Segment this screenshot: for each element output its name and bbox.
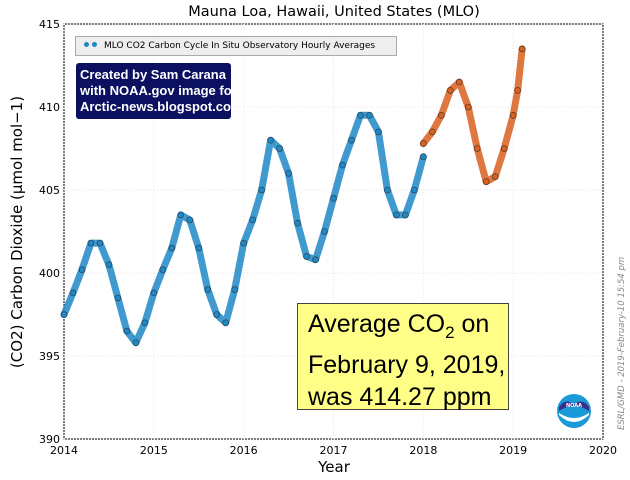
data-point bbox=[393, 211, 400, 219]
credit-line: Created by Sam Carana bbox=[80, 67, 226, 82]
data-point bbox=[491, 173, 499, 181]
legend-marker bbox=[92, 42, 97, 47]
x-tick-label: 2020 bbox=[589, 444, 617, 457]
callout-subscript: 2 bbox=[445, 323, 455, 342]
data-point bbox=[285, 170, 292, 177]
data-point bbox=[267, 136, 274, 144]
data-point bbox=[78, 266, 86, 273]
data-point bbox=[96, 239, 104, 247]
data-point bbox=[222, 319, 229, 327]
data-point bbox=[518, 45, 526, 53]
noaa-logo-icon: NOAA bbox=[557, 394, 591, 428]
data-point bbox=[455, 78, 463, 86]
y-tick-label: 405 bbox=[39, 184, 60, 197]
data-point bbox=[195, 244, 203, 252]
data-point bbox=[446, 87, 454, 94]
callout-line-1: Average CO2 on bbox=[308, 308, 508, 349]
y-tick-label: 400 bbox=[39, 267, 60, 280]
data-point bbox=[420, 153, 427, 161]
data-point bbox=[60, 311, 68, 318]
data-point bbox=[249, 216, 256, 224]
data-point bbox=[186, 216, 194, 224]
x-axis-label: Year bbox=[317, 458, 351, 476]
data-points bbox=[60, 45, 526, 347]
data-point bbox=[150, 289, 158, 297]
x-tick-label: 2015 bbox=[140, 444, 168, 457]
x-tick-label: 2017 bbox=[320, 444, 348, 457]
data-point bbox=[357, 112, 364, 119]
data-point bbox=[437, 112, 445, 119]
x-tick-label: 2016 bbox=[230, 444, 258, 457]
data-point bbox=[330, 195, 337, 202]
data-point bbox=[159, 266, 167, 273]
data-point bbox=[204, 286, 212, 293]
y-tick-label: 415 bbox=[39, 18, 60, 31]
credit-line: Arctic-news.blogspot.com bbox=[80, 99, 243, 114]
data-point bbox=[168, 244, 176, 252]
callout-suffix: on bbox=[454, 310, 490, 338]
credit-line: with NOAA.gov image for bbox=[80, 83, 237, 98]
data-point bbox=[514, 87, 521, 94]
data-point bbox=[420, 140, 427, 147]
chart-title: Mauna Loa, Hawaii, United States (MLO) bbox=[188, 4, 479, 20]
data-point bbox=[482, 178, 490, 185]
legend-label: MLO CO2 Carbon Cycle In Situ Observatory… bbox=[104, 41, 376, 51]
data-point bbox=[366, 112, 373, 119]
y-tick-label: 410 bbox=[39, 101, 60, 114]
axis-ticks: 2014 2015 2016 2017 2018 2019 2020 390 395 400 405… bbox=[39, 18, 617, 457]
data-point bbox=[348, 136, 355, 144]
y-axis-label: (CO2) Carbon Dioxide (µmol mol−1) bbox=[8, 96, 26, 368]
x-tick-label: 2014 bbox=[50, 444, 78, 457]
side-timestamp: ESRL/GMD - 2019-February-10 15:54 pm bbox=[617, 256, 627, 430]
callout-line-3: was 414.27 ppm bbox=[308, 383, 492, 411]
data-point bbox=[303, 253, 310, 260]
data-point bbox=[105, 261, 113, 269]
data-point bbox=[411, 186, 418, 194]
data-point bbox=[177, 211, 185, 219]
credit-box: Created by Sam Carana with NOAA.gov imag… bbox=[76, 63, 243, 119]
legend-marker bbox=[84, 42, 89, 47]
data-point bbox=[500, 145, 508, 152]
callout-line-2: February 9, 2019, bbox=[308, 351, 506, 379]
data-point bbox=[87, 239, 95, 247]
data-point bbox=[123, 327, 131, 335]
data-point bbox=[132, 339, 140, 347]
legend: MLO CO2 Carbon Cycle In Situ Observatory… bbox=[75, 36, 397, 56]
data-point bbox=[69, 289, 77, 297]
data-point bbox=[384, 186, 391, 194]
noaa-logo-text: NOAA bbox=[566, 403, 582, 409]
data-point bbox=[294, 219, 301, 227]
data-point bbox=[141, 319, 149, 327]
data-point bbox=[375, 128, 382, 136]
data-point bbox=[240, 239, 247, 247]
data-point bbox=[213, 311, 221, 318]
data-point bbox=[321, 228, 328, 235]
data-point bbox=[276, 145, 283, 152]
callout-prefix: Average CO bbox=[308, 310, 446, 338]
data-point bbox=[114, 294, 122, 302]
x-tick-label: 2018 bbox=[409, 444, 437, 457]
data-point bbox=[429, 128, 436, 136]
data-point bbox=[312, 256, 319, 264]
data-point bbox=[402, 211, 409, 219]
data-point bbox=[473, 145, 481, 152]
data-point bbox=[464, 103, 472, 111]
data-point bbox=[258, 186, 265, 194]
data-point bbox=[339, 161, 346, 169]
x-tick-label: 2019 bbox=[499, 444, 527, 457]
average-callout: Average CO2 on February 9, 2019, was 414… bbox=[297, 303, 509, 411]
data-point bbox=[231, 286, 238, 293]
y-tick-label: 390 bbox=[39, 433, 60, 446]
data-point bbox=[509, 112, 517, 119]
y-tick-label: 395 bbox=[39, 350, 60, 363]
